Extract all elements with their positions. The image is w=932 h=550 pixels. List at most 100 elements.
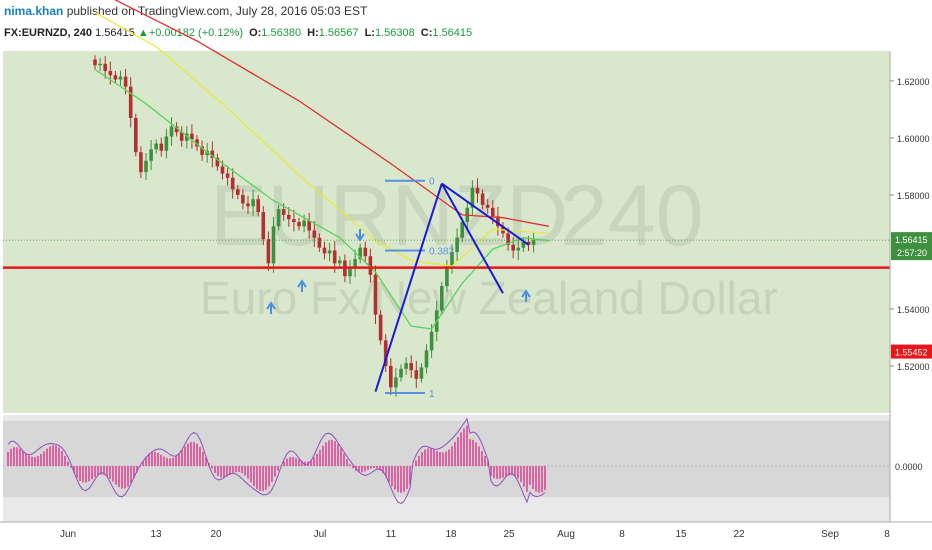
candle-body: [516, 247, 521, 251]
oscillator: 0.0000: [3, 417, 923, 504]
arrow-up-icon: [297, 279, 307, 292]
candle-body: [491, 207, 495, 217]
candle-body: [531, 240, 536, 245]
candle-body: [134, 117, 138, 153]
time-tick-label: 8: [884, 529, 890, 540]
candle-body: [526, 241, 531, 245]
arrow-up-icon: [266, 301, 276, 314]
open-value: 1.56380: [261, 27, 302, 39]
quote-line: FX:EURNZD, 240 1.56415 ▲+0.00182 (+0.12%…: [4, 27, 472, 39]
candle-body: [409, 363, 413, 371]
candle-body: [348, 267, 352, 277]
candle-body: [404, 363, 408, 369]
oscillator-zero-label: 0.0000: [895, 462, 923, 472]
published-text: published on TradingView.com, July 28, 2…: [66, 4, 368, 18]
candle-body: [190, 133, 194, 140]
candle-body: [327, 250, 332, 254]
moving-average-line: [94, 11, 549, 267]
candle-body: [394, 377, 398, 388]
candle-body: [496, 216, 500, 227]
time-tick-label: 22: [733, 529, 745, 540]
candle-body: [338, 260, 342, 264]
candle-body: [220, 166, 225, 174]
candle-body: [429, 331, 434, 351]
candle-body: [322, 247, 327, 254]
watermark-description: Euro Fx/New Zealand Dollar: [200, 272, 778, 324]
support-price-badge-label: 1.55452: [895, 348, 928, 358]
candle-body: [506, 233, 510, 245]
candle-body: [383, 340, 388, 366]
candle-body: [179, 132, 184, 141]
candle-body: [317, 237, 322, 248]
candle-body: [93, 59, 97, 66]
candle-body: [419, 367, 424, 379]
trendline: [374, 183, 443, 392]
candle-body: [307, 220, 311, 231]
candle-body: [312, 230, 317, 238]
candle-body: [455, 237, 459, 252]
change-arrow-icon: ▲: [137, 27, 149, 39]
high-value: 1.56567: [318, 27, 359, 39]
time-tick-label: Jul: [314, 529, 327, 540]
candle-body: [210, 150, 215, 158]
candle-body: [424, 350, 429, 368]
arrow-down-icon: [355, 229, 365, 242]
candle-body: [287, 214, 291, 220]
candle-body: [292, 219, 296, 223]
candle-body: [149, 149, 153, 161]
close-label: C:: [420, 27, 433, 39]
candle-body: [169, 126, 174, 137]
candle-body: [108, 70, 113, 76]
trendline: [440, 183, 504, 294]
candle-body: [246, 203, 250, 207]
publish-info: nima.khan published on TradingView.com, …: [4, 4, 367, 18]
candle-body: [475, 187, 480, 194]
candle-body: [399, 368, 403, 378]
arrow-up-icon: [521, 289, 531, 302]
fib-level-label: 0.382: [429, 247, 454, 258]
low-label: L:: [364, 27, 375, 39]
price-tick-label: 1.58000: [897, 191, 930, 201]
support-price-badge: [891, 344, 932, 359]
time-axis-background: [0, 522, 932, 550]
time-axis[interactable]: Jun 13 20 Jul 11 18 25 Aug 8 15 22 Sep 8: [0, 521, 932, 550]
candle-body: [353, 259, 357, 268]
time-tick-label: 25: [503, 529, 515, 540]
price-tick-label: 1.52000: [897, 362, 930, 372]
candle-body: [139, 152, 143, 173]
oscillator-line: [7, 417, 546, 504]
time-tick-label: 11: [386, 529, 397, 540]
last-price-badge: [891, 232, 932, 261]
price-tick-label: 1.54000: [897, 305, 930, 315]
candle-body: [414, 370, 419, 379]
open-label: O:: [249, 27, 262, 39]
candle-body: [460, 222, 464, 238]
last-price: 1.56415: [95, 27, 135, 39]
price-axis[interactable]: 1.62000 1.60000 1.58000 1.54000 1.52000 1.564…: [889, 51, 932, 522]
candle-body: [511, 244, 515, 251]
candle-body: [450, 251, 454, 267]
candle-body: [174, 126, 179, 133]
candle-body: [480, 193, 485, 205]
candle-body: [98, 63, 102, 66]
moving-averages: [94, 0, 550, 330]
candle-body: [185, 133, 189, 141]
candle-body: [164, 136, 169, 151]
candle-body: [276, 209, 281, 227]
symbol-label: FX:EURNZD, 240: [4, 27, 93, 39]
candle-body: [103, 63, 107, 71]
candle-body: [236, 189, 240, 195]
candle-body: [378, 314, 383, 341]
last-price-badge-countdown: 2:57:20: [897, 248, 927, 258]
time-tick-label: 8: [619, 529, 625, 540]
time-tick-label: Sep: [821, 529, 839, 540]
candle-body: [271, 226, 276, 264]
annotations: 0 0.382 1: [3, 177, 890, 400]
candle-body: [113, 75, 118, 80]
author-link[interactable]: nima.khan: [4, 4, 64, 18]
watermark-interval: 240: [560, 168, 704, 264]
candle-body: [118, 76, 123, 80]
candle-body: [241, 194, 245, 204]
candle-body: [251, 199, 255, 207]
